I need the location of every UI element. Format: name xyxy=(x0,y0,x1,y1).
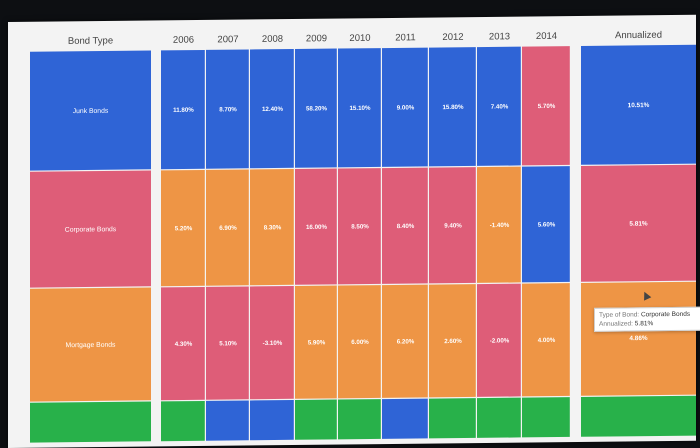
heatmap-cell[interactable] xyxy=(161,49,205,170)
cell-value: 8.70% xyxy=(219,106,237,113)
heatmap-cell[interactable] xyxy=(206,286,249,400)
annualized-cell[interactable] xyxy=(581,44,696,165)
cell-value: 7.40% xyxy=(491,103,509,110)
annualized-cell[interactable] xyxy=(581,164,696,282)
cell-value: 8.50% xyxy=(351,223,369,230)
row-label: Mortgage Bonds xyxy=(66,342,116,350)
cell-value: 5.20% xyxy=(175,225,193,232)
heatmap-cell[interactable] xyxy=(161,286,205,401)
header-annualized: Annualized xyxy=(615,30,662,41)
heatmap-cell[interactable] xyxy=(295,48,337,168)
annualized-value: 4.86% xyxy=(629,335,647,342)
cell-value: 15.10% xyxy=(350,105,371,112)
cell-value: -1.40% xyxy=(490,222,510,229)
cell-value: 15.80% xyxy=(443,104,464,111)
header-year-2011: 2011 xyxy=(395,32,415,43)
heatmap-cell[interactable] xyxy=(382,398,428,439)
heatmap-cell[interactable] xyxy=(206,169,249,286)
cell-value: 9.00% xyxy=(397,104,415,111)
header-year-2013: 2013 xyxy=(489,31,510,42)
header-bond-type: Bond Type xyxy=(68,35,113,46)
heatmap-cell[interactable] xyxy=(250,400,294,441)
heatmap-cell[interactable] xyxy=(477,46,521,166)
cell-value: -2.00% xyxy=(490,337,510,344)
heatmap-cell[interactable] xyxy=(477,283,521,397)
heatmap-cell[interactable] xyxy=(382,167,428,284)
heatmap-cell[interactable] xyxy=(250,49,294,169)
heatmap-cell[interactable] xyxy=(295,168,337,285)
tooltip-annualized-value: 5.81% xyxy=(634,320,654,328)
annualized-value: 5.81% xyxy=(629,220,647,227)
annualized-cell[interactable] xyxy=(581,395,696,437)
heatmap-cell[interactable] xyxy=(161,169,205,287)
header-year-2014: 2014 xyxy=(536,31,557,42)
heatmap-cell[interactable] xyxy=(382,47,428,167)
cell-value: 5.90% xyxy=(308,339,326,346)
header-year-2010: 2010 xyxy=(349,33,370,44)
hover-tooltip: Type of Bond: Corporate Bonds Annualized… xyxy=(594,306,700,332)
heatmap-cell[interactable] xyxy=(295,285,337,399)
cell-value: 6.20% xyxy=(397,338,415,345)
header-year-2008: 2008 xyxy=(262,34,283,45)
cell-value: 6.00% xyxy=(351,339,369,346)
tooltip-annualized-key: Annualized: xyxy=(599,320,633,328)
header-year-2009: 2009 xyxy=(306,33,327,44)
cell-value: 5.10% xyxy=(219,340,237,347)
heatmap-cell[interactable] xyxy=(161,400,205,442)
cell-value: 16.00% xyxy=(306,224,327,231)
heatmap-cell[interactable] xyxy=(429,47,476,167)
cell-value: 8.40% xyxy=(397,223,415,230)
cell-value: 5.70% xyxy=(538,103,556,110)
heatmap-cell[interactable] xyxy=(429,284,476,398)
heatmap-cell[interactable] xyxy=(522,283,570,397)
row-label-cell[interactable] xyxy=(30,170,151,288)
heatmap-cell[interactable] xyxy=(338,399,381,440)
heatmap-cell[interactable] xyxy=(522,397,570,438)
bond-heatmap-chart: Bond Type 2006 2007 2008 2009 2010 2011 2012 201… xyxy=(30,30,696,443)
dashboard-screen: Bond Type 2006 2007 2008 2009 2010 2011 2012 201… xyxy=(8,14,700,448)
tooltip-type-value: Corporate Bonds xyxy=(640,310,691,319)
heatmap-cell[interactable] xyxy=(382,284,428,398)
heatmap-cell[interactable] xyxy=(206,400,249,441)
cell-value: -3.10% xyxy=(263,340,283,347)
heatmap-cell[interactable] xyxy=(338,285,381,399)
header-year-2007: 2007 xyxy=(217,34,238,45)
cell-value: 6.90% xyxy=(219,225,237,232)
tooltip-type-key: Type of Bond: xyxy=(599,311,640,319)
cell-value: 11.80% xyxy=(173,107,194,114)
cell-value: 58.20% xyxy=(306,105,327,112)
cell-value: 9.40% xyxy=(444,222,462,229)
row-label-cell[interactable] xyxy=(30,287,151,402)
heatmap-cell[interactable] xyxy=(250,286,294,400)
row-label-cell[interactable] xyxy=(30,50,151,171)
cell-value: 12.40% xyxy=(262,106,283,113)
heatmap-cell[interactable] xyxy=(429,398,476,439)
heatmap-cell[interactable] xyxy=(206,49,249,169)
header-year-2006: 2006 xyxy=(173,35,194,46)
header-year-2012: 2012 xyxy=(442,32,463,43)
cell-value: 4.30% xyxy=(175,341,193,348)
heatmap-cell[interactable] xyxy=(338,48,381,168)
row-label: Corporate Bonds xyxy=(65,226,117,234)
heatmap-cell[interactable] xyxy=(250,169,294,286)
cell-value: 2.60% xyxy=(444,338,462,345)
cell-value: 8.30% xyxy=(264,224,282,231)
heatmap-cell[interactable] xyxy=(295,399,337,440)
cell-value: 4.00% xyxy=(538,337,556,344)
heatmap-cell[interactable] xyxy=(522,46,570,166)
heatmap-cell[interactable] xyxy=(477,166,521,283)
annualized-value: 10.51% xyxy=(628,102,650,109)
heatmap-cell[interactable] xyxy=(338,168,381,285)
row-label-cell[interactable] xyxy=(30,401,151,443)
row-label: Junk Bonds xyxy=(73,108,109,115)
heatmap-cell[interactable] xyxy=(522,166,570,283)
heatmap-cell[interactable] xyxy=(429,167,476,284)
cell-value: 5.60% xyxy=(538,221,556,228)
heatmap-cell[interactable] xyxy=(477,397,521,438)
